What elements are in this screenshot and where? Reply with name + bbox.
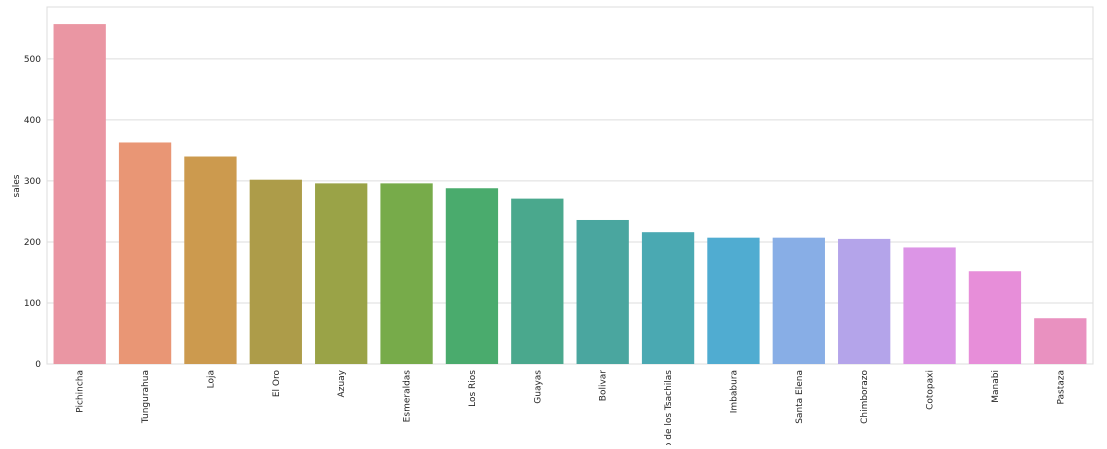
x-tick-label: Pichincha (76, 370, 86, 413)
x-tick-label: Los Rios (468, 370, 478, 407)
x-tick-labels: Pichincha Tungurahua Loja El Oro Azuay Esmera… (76, 369, 1067, 448)
y-tick-label: 300 (24, 177, 41, 187)
x-tick-label: Loja (206, 370, 216, 388)
y-tick-label: 500 (24, 55, 41, 65)
y-tick-label: 100 (24, 299, 41, 309)
bar-imbabura (707, 237, 760, 364)
y-axis-label: sales (12, 174, 22, 197)
bar-o-de-los-tsachilas (641, 232, 695, 364)
bar-los-rios (445, 188, 499, 364)
bar-manabi (968, 271, 1022, 364)
x-tick-label: Imbabura (729, 370, 739, 413)
bar-pastaza (1034, 318, 1087, 364)
x-tick-label: Santa Elena (795, 370, 805, 424)
bar-esmeraldas (380, 183, 433, 364)
x-tick-label: o de los Tsachilas (664, 370, 674, 445)
x-tick-label: Azuay (337, 369, 347, 397)
x-tick-label: Pastaza (1056, 370, 1066, 405)
x-tick-label: Guayas (533, 370, 543, 404)
x-tick-label: Tungurahua (141, 370, 151, 424)
bar-cotopaxi (903, 247, 956, 364)
bar-guayas (511, 198, 564, 364)
x-tick-label: Esmeraldas (403, 370, 413, 423)
bar-santa-elena (772, 237, 825, 364)
bar-bolivar (576, 219, 629, 364)
bars (53, 24, 1087, 364)
bar-el-oro (249, 179, 302, 364)
x-tick-label: Chimborazo (860, 370, 870, 424)
x-tick-label: Manabi (991, 370, 1001, 403)
bar-pichincha (53, 24, 106, 364)
bar-chimborazo (838, 238, 891, 364)
y-tick-label: 400 (24, 116, 41, 126)
x-tick-label: Bolivar (599, 370, 609, 402)
x-tick-label: Cotopaxi (926, 370, 936, 410)
y-tick-labels: 0 100 200 300 400 500 (24, 55, 41, 370)
x-tick-label: El Oro (272, 370, 282, 398)
bar-loja (184, 156, 237, 364)
bar-tungurahua (118, 142, 172, 364)
y-tick-label: 200 (24, 238, 41, 248)
y-tick-label: 0 (35, 360, 41, 370)
bar-azuay (315, 183, 368, 364)
